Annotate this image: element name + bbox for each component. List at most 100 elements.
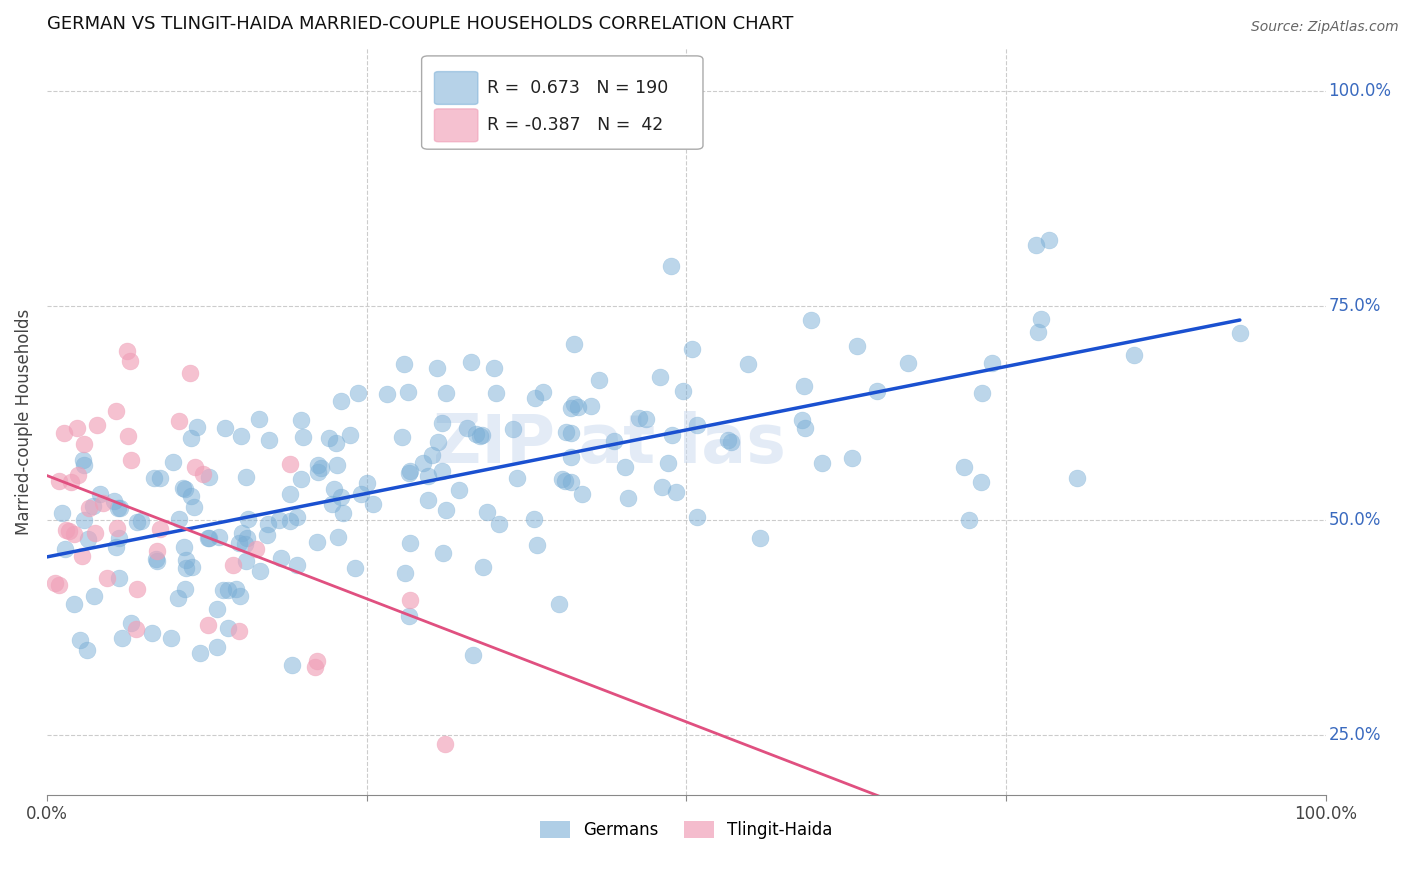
- Point: [502, 422, 524, 436]
- Point: [207, 640, 229, 655]
- Point: [1026, 326, 1049, 340]
- Point: [657, 456, 679, 470]
- Point: [391, 430, 413, 444]
- Point: [794, 421, 817, 435]
- Point: [86, 418, 108, 433]
- Point: [58, 524, 80, 538]
- Point: [665, 485, 688, 500]
- Point: [281, 657, 304, 672]
- Point: [953, 460, 976, 475]
- Point: [249, 564, 271, 578]
- Point: [897, 356, 920, 370]
- Point: [63, 597, 86, 611]
- Point: [228, 624, 250, 639]
- Point: [125, 623, 148, 637]
- Point: [613, 459, 636, 474]
- Point: [523, 391, 546, 405]
- Point: [76, 533, 98, 547]
- Point: [471, 428, 494, 442]
- Point: [174, 552, 197, 566]
- Point: [323, 482, 346, 496]
- Point: [48, 474, 70, 488]
- Point: [141, 625, 163, 640]
- Point: [562, 397, 585, 411]
- Point: [488, 516, 510, 531]
- Point: [197, 618, 219, 632]
- Point: [233, 537, 256, 551]
- Point: [305, 534, 328, 549]
- Text: GERMAN VS TLINGIT-HAIDA MARRIED-COUPLE HOUSEHOLDS CORRELATION CHART: GERMAN VS TLINGIT-HAIDA MARRIED-COUPLE H…: [46, 15, 793, 33]
- Point: [238, 512, 260, 526]
- Point: [162, 455, 184, 469]
- Point: [799, 313, 821, 327]
- Point: [551, 472, 574, 486]
- Point: [506, 471, 529, 485]
- Text: 100.0%: 100.0%: [1329, 82, 1392, 100]
- Point: [398, 593, 420, 607]
- Point: [332, 506, 354, 520]
- Point: [330, 490, 353, 504]
- Point: [160, 631, 183, 645]
- Point: [304, 660, 326, 674]
- Point: [560, 401, 582, 415]
- Point: [108, 500, 131, 515]
- Point: [970, 475, 993, 490]
- Point: [184, 459, 207, 474]
- Point: [105, 541, 128, 555]
- Point: [67, 468, 90, 483]
- Point: [55, 541, 77, 556]
- Point: [531, 384, 554, 399]
- Point: [205, 602, 228, 616]
- Point: [579, 399, 602, 413]
- Point: [84, 526, 107, 541]
- Point: [145, 552, 167, 566]
- Point: [167, 512, 190, 526]
- Point: [72, 436, 94, 450]
- Point: [229, 589, 252, 603]
- Point: [77, 500, 100, 515]
- Point: [560, 426, 582, 441]
- Point: [394, 566, 416, 580]
- Point: [434, 502, 457, 516]
- Point: [217, 582, 239, 597]
- Point: [588, 373, 610, 387]
- Point: [149, 522, 172, 536]
- Point: [328, 530, 350, 544]
- Point: [560, 450, 582, 465]
- Point: [143, 471, 166, 485]
- Point: [432, 464, 454, 478]
- Point: [396, 385, 419, 400]
- Point: [82, 499, 104, 513]
- Point: [617, 491, 640, 505]
- Point: [651, 480, 673, 494]
- Point: [603, 434, 626, 448]
- Point: [460, 355, 482, 369]
- Point: [434, 385, 457, 400]
- Point: [1066, 471, 1088, 485]
- Point: [686, 510, 709, 524]
- Point: [118, 353, 141, 368]
- Point: [129, 514, 152, 528]
- Point: [420, 448, 443, 462]
- Point: [318, 431, 340, 445]
- Point: [957, 513, 980, 527]
- Point: [179, 366, 201, 380]
- Point: [245, 541, 267, 556]
- Point: [89, 486, 111, 500]
- Point: [456, 421, 478, 435]
- Point: [96, 571, 118, 585]
- Point: [554, 425, 576, 440]
- Point: [361, 497, 384, 511]
- Point: [522, 512, 544, 526]
- Text: 25.0%: 25.0%: [1329, 726, 1381, 744]
- Legend: Germans, Tlingit-Haida: Germans, Tlingit-Haida: [533, 814, 839, 847]
- Point: [292, 430, 315, 444]
- Point: [55, 523, 77, 537]
- Point: [1229, 326, 1251, 340]
- Point: [398, 536, 420, 550]
- Point: [330, 393, 353, 408]
- Point: [73, 513, 96, 527]
- Point: [571, 487, 593, 501]
- Point: [461, 648, 484, 662]
- Point: [149, 471, 172, 485]
